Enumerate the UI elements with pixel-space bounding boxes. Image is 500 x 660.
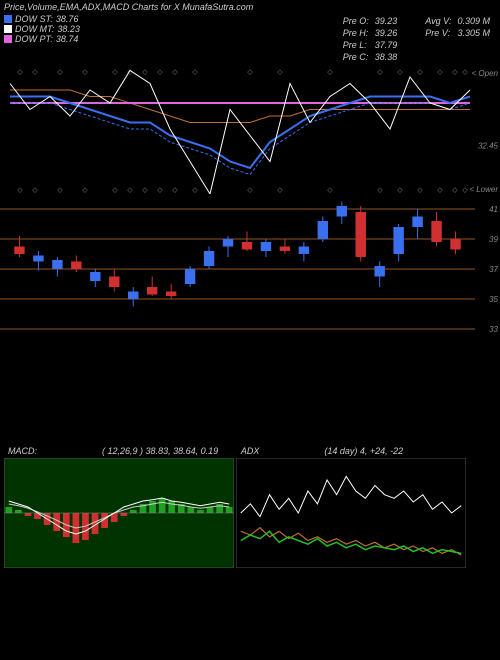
svg-text:32.45: 32.45 (478, 142, 499, 151)
svg-text:◇: ◇ (327, 69, 333, 76)
svg-text:◇: ◇ (452, 187, 458, 194)
svg-text:◇: ◇ (172, 69, 178, 76)
svg-text:< Open: < Open (472, 69, 499, 78)
indicator-row (0, 458, 500, 568)
svg-text:35: 35 (489, 295, 498, 304)
svg-text:39: 39 (489, 235, 498, 244)
svg-text:◇: ◇ (417, 187, 423, 194)
svg-text:◇: ◇ (247, 69, 253, 76)
svg-text:◇: ◇ (247, 187, 253, 194)
svg-text:◇: ◇ (462, 187, 468, 194)
macd-label: MACD: (8, 446, 37, 456)
svg-text:< Lower: < Lower (469, 185, 498, 194)
svg-text:◇: ◇ (452, 69, 458, 76)
svg-text:◇: ◇ (142, 187, 148, 194)
legend-dow-pt: DOW PT: 38.74 (4, 34, 80, 44)
svg-text:◇: ◇ (192, 187, 198, 194)
svg-text:◇: ◇ (462, 69, 468, 76)
legend-dow-st: DOW ST: 38.76 (4, 14, 80, 24)
svg-text:◇: ◇ (142, 69, 148, 76)
svg-text:◇: ◇ (82, 187, 88, 194)
chart-title: Price,Volume,EMA,ADX,MACD Charts for X M… (4, 2, 253, 12)
svg-text:◇: ◇ (377, 187, 383, 194)
adx-params: (14 day) 4, +24, -22 (324, 446, 403, 456)
legend-row: DOW ST: 38.76 DOW MT: 38.23 DOW PT: 38.7… (0, 14, 500, 64)
svg-text:◇: ◇ (32, 187, 38, 194)
svg-text:◇: ◇ (157, 69, 163, 76)
svg-text:◇: ◇ (172, 187, 178, 194)
candle-panel: 33 35 37 39 41 (0, 194, 500, 344)
ema-panel: ◇ ◇ ◇ ◇ ◇ ◇ ◇ ◇ ◇ ◇ ◇ ◇ ◇ ◇ ◇ ◇ ◇ ◇ ◇ < Open 32.45 ◇ ◇ ◇ ◇ ◇ ◇ ◇ ◇ ◇ ◇… (0, 64, 500, 194)
svg-text:◇: ◇ (17, 69, 23, 76)
svg-text:◇: ◇ (437, 187, 443, 194)
svg-text:◇: ◇ (112, 187, 118, 194)
svg-text:◇: ◇ (327, 187, 333, 194)
legend-right: Pre O:39.23Avg V:0.309 M Pre H:39.26Pre … (341, 14, 496, 64)
svg-text:◇: ◇ (17, 187, 23, 194)
svg-text:◇: ◇ (57, 187, 63, 194)
svg-text:◇: ◇ (397, 69, 403, 76)
adx-label: ADX (241, 446, 260, 456)
svg-text:◇: ◇ (437, 69, 443, 76)
svg-text:◇: ◇ (397, 187, 403, 194)
legend-dow-mt: DOW MT: 38.23 (4, 24, 80, 34)
svg-text:◇: ◇ (417, 69, 423, 76)
svg-text:◇: ◇ (32, 69, 38, 76)
svg-text:◇: ◇ (112, 69, 118, 76)
legend-left: DOW ST: 38.76 DOW MT: 38.23 DOW PT: 38.7… (4, 14, 80, 64)
svg-text:◇: ◇ (82, 69, 88, 76)
svg-text:37: 37 (489, 265, 498, 274)
svg-text:◇: ◇ (277, 69, 283, 76)
svg-text:◇: ◇ (157, 187, 163, 194)
macd-params: ( 12,26,9 ) 38.83, 38.64, 0.19 (102, 446, 218, 456)
svg-text:◇: ◇ (127, 187, 133, 194)
svg-text:41: 41 (489, 205, 498, 214)
svg-text:◇: ◇ (377, 69, 383, 76)
adx-chart (236, 458, 466, 568)
chart-header: Price,Volume,EMA,ADX,MACD Charts for X M… (0, 0, 500, 14)
svg-text:◇: ◇ (57, 69, 63, 76)
svg-text:◇: ◇ (192, 69, 198, 76)
svg-text:◇: ◇ (277, 187, 283, 194)
svg-text:33: 33 (489, 325, 498, 334)
indicator-labels: MACD: ( 12,26,9 ) 38.83, 38.64, 0.19 ADX… (0, 444, 500, 458)
macd-chart (4, 458, 234, 568)
